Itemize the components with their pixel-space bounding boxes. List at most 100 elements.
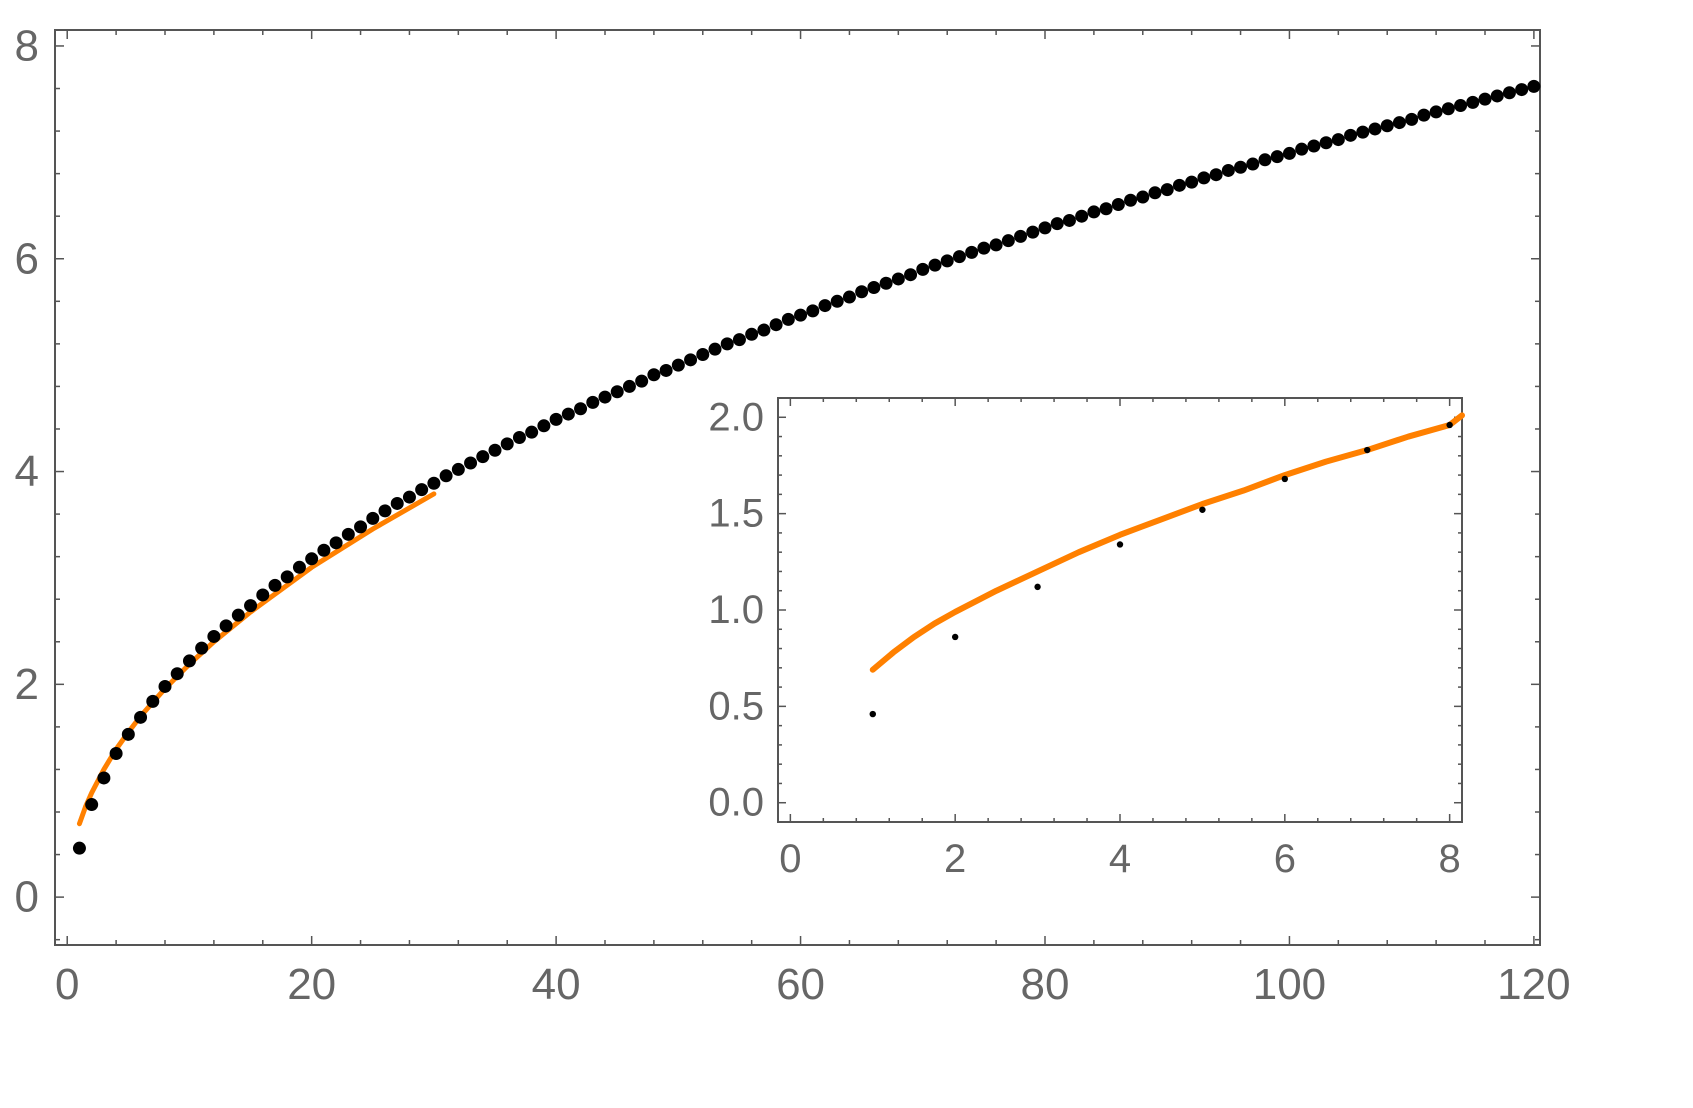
data-point	[1038, 221, 1052, 235]
inset-data-point	[1446, 421, 1453, 429]
data-point	[121, 727, 135, 741]
x-tick-label: 60	[776, 960, 825, 1009]
data-point	[965, 245, 979, 259]
data-point	[1087, 205, 1101, 219]
data-point	[451, 462, 465, 476]
y-tick-label: 0	[15, 873, 39, 922]
inset-y-tick-label: 2.0	[708, 395, 764, 439]
data-point	[586, 395, 600, 409]
data-point	[696, 348, 710, 362]
data-point	[85, 798, 99, 812]
data-point	[1356, 125, 1370, 139]
data-point	[305, 552, 319, 566]
data-point	[464, 456, 478, 470]
data-point	[1502, 86, 1516, 100]
inset-x-tick-label: 0	[779, 837, 801, 881]
data-point	[879, 276, 893, 290]
data-point	[1282, 146, 1296, 160]
data-point	[1429, 105, 1443, 119]
data-point	[842, 290, 856, 304]
data-point	[366, 511, 380, 525]
data-point	[867, 280, 881, 294]
data-point	[1307, 139, 1321, 153]
data-point	[1136, 190, 1150, 204]
data-point	[1160, 183, 1174, 197]
data-point	[1075, 209, 1089, 223]
data-point	[1368, 122, 1382, 136]
data-point	[1527, 79, 1541, 93]
data-point	[720, 337, 734, 351]
inset-x-tick-label: 2	[944, 837, 966, 881]
data-point	[537, 419, 551, 433]
data-point	[806, 304, 820, 318]
data-point	[219, 619, 233, 633]
data-point	[109, 746, 123, 760]
data-point	[1050, 217, 1064, 231]
data-point	[317, 543, 331, 557]
data-point	[1441, 102, 1455, 116]
data-point	[610, 385, 624, 399]
data-point	[781, 312, 795, 326]
data-point	[512, 430, 526, 444]
data-point	[598, 390, 612, 404]
data-point	[268, 578, 282, 592]
data-point	[72, 841, 86, 855]
data-point	[1197, 171, 1211, 185]
data-point	[1111, 197, 1125, 211]
data-point	[891, 272, 905, 286]
data-point	[1392, 116, 1406, 130]
data-point	[146, 694, 160, 708]
data-point	[134, 710, 148, 724]
data-point	[378, 504, 392, 518]
data-point	[1331, 133, 1345, 147]
data-point	[1209, 168, 1223, 182]
data-point	[97, 771, 111, 785]
inset-x-tick-label: 6	[1274, 837, 1296, 881]
data-point	[818, 299, 832, 313]
data-point	[622, 379, 636, 393]
y-tick-label: 2	[15, 660, 39, 709]
data-point	[732, 333, 746, 347]
data-point	[1380, 119, 1394, 133]
inset-plot-frame	[777, 397, 1463, 823]
inset-y-tick-label: 1.5	[708, 492, 764, 536]
data-point	[769, 318, 783, 332]
data-point	[170, 667, 184, 681]
data-point	[415, 483, 429, 497]
data-point	[904, 268, 918, 282]
data-point	[500, 437, 514, 451]
data-point	[427, 476, 441, 490]
data-point	[439, 469, 453, 483]
inset-data-point	[1034, 583, 1041, 591]
data-point	[830, 294, 844, 308]
x-tick-label: 80	[1021, 960, 1070, 1009]
inset-data-point	[1199, 506, 1206, 513]
inset-chart: 0 2 4 6 8 0.0 0.5 1.0 1.5 2.0	[708, 395, 1465, 881]
x-tick-label: 100	[1253, 960, 1326, 1009]
inset-data-point	[1364, 446, 1371, 454]
y-tick-label: 8	[15, 21, 39, 70]
data-point	[1221, 163, 1235, 177]
x-tick-label: 120	[1497, 960, 1570, 1009]
data-point	[977, 241, 991, 255]
data-point	[561, 407, 575, 421]
data-point	[1258, 153, 1272, 167]
data-point	[1478, 92, 1492, 106]
data-point	[1099, 202, 1113, 216]
data-point	[354, 520, 368, 534]
data-point	[549, 412, 563, 426]
y-tick-label: 4	[15, 447, 39, 496]
inset-y-tick-label: 1.0	[708, 588, 764, 632]
data-point	[684, 353, 698, 367]
data-point	[1234, 160, 1248, 174]
data-point	[647, 368, 661, 382]
data-point	[940, 254, 954, 268]
inset-x-tick-label: 8	[1439, 837, 1461, 881]
data-point	[402, 490, 416, 504]
data-point	[928, 258, 942, 272]
x-tick-label: 0	[55, 960, 79, 1009]
data-point	[1490, 89, 1504, 103]
data-point	[745, 327, 759, 341]
data-point	[476, 450, 490, 464]
